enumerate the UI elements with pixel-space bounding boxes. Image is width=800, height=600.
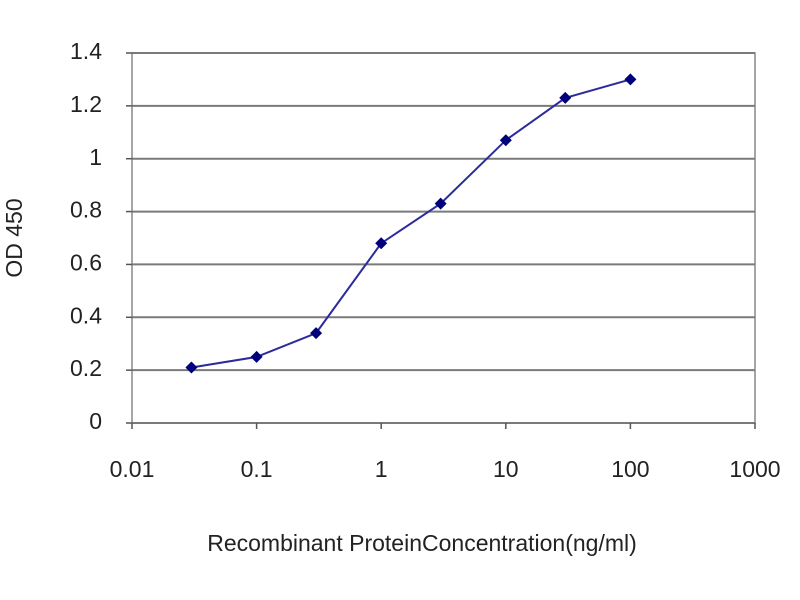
x-tick-label: 0.01 (110, 456, 155, 482)
data-line (191, 78, 631, 369)
data-point (499, 134, 512, 147)
data-point (375, 237, 388, 250)
y-tick-label: 0 (89, 408, 102, 434)
x-tick-label: 10 (493, 456, 519, 482)
x-tick-label: 1 (375, 456, 388, 482)
plot-area (131, 52, 756, 424)
y-axis-label: OD 450 (1, 198, 27, 277)
y-tick-label: 1.2 (70, 91, 102, 117)
y-tick-label: 0.8 (70, 197, 102, 223)
y-tick-label: 0.4 (70, 302, 102, 328)
x-tick-label: 0.1 (241, 456, 273, 482)
data-point (250, 350, 263, 363)
x-axis-label: Recombinant ProteinConcentration(ng/ml) (207, 530, 637, 556)
y-tick-label: 0.6 (70, 250, 102, 276)
data-point (310, 327, 323, 340)
data-point (624, 73, 637, 86)
data-point (559, 91, 572, 104)
data-point (434, 197, 447, 210)
y-tick-label: 1.4 (70, 38, 102, 64)
x-tick-label: 100 (611, 456, 649, 482)
x-tick-label: 1000 (729, 456, 780, 482)
data-point (185, 361, 198, 374)
y-tick-label: 0.2 (70, 355, 102, 381)
y-tick-label: 1 (89, 144, 102, 170)
